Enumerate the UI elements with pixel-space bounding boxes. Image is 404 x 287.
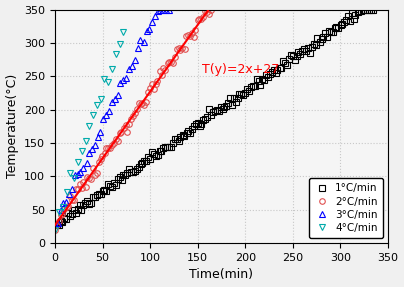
4°C/min bbox=[117, 42, 122, 45]
4°C/min bbox=[94, 104, 99, 107]
3°C/min bbox=[72, 174, 77, 177]
4°C/min bbox=[64, 190, 69, 193]
3°C/min bbox=[153, 14, 158, 18]
1°C/min bbox=[145, 155, 150, 159]
3°C/min bbox=[92, 144, 97, 147]
3°C/min bbox=[112, 98, 117, 101]
1°C/min bbox=[112, 181, 116, 184]
1°C/min bbox=[241, 94, 246, 97]
3°C/min bbox=[81, 166, 86, 170]
4°C/min bbox=[75, 160, 80, 164]
4°C/min bbox=[121, 30, 126, 34]
1°C/min bbox=[163, 145, 168, 149]
1°C/min bbox=[57, 224, 61, 227]
3°C/min bbox=[147, 28, 152, 31]
3°C/min bbox=[95, 135, 100, 139]
Line: 4°C/min: 4°C/min bbox=[51, 28, 127, 233]
3°C/min bbox=[61, 201, 66, 205]
3°C/min bbox=[64, 201, 69, 204]
4°C/min bbox=[53, 228, 57, 232]
1°C/min bbox=[53, 223, 57, 227]
3°C/min bbox=[167, 8, 172, 11]
3°C/min bbox=[124, 76, 129, 79]
3°C/min bbox=[138, 39, 143, 42]
4°C/min bbox=[68, 171, 73, 174]
3°C/min bbox=[161, 8, 166, 11]
4°C/min bbox=[87, 125, 92, 128]
3°C/min bbox=[129, 64, 134, 67]
2°C/min bbox=[62, 207, 67, 210]
4°C/min bbox=[102, 77, 107, 80]
4°C/min bbox=[83, 139, 88, 143]
2°C/min bbox=[165, 62, 170, 65]
4°C/min bbox=[98, 97, 103, 101]
3°C/min bbox=[76, 172, 80, 176]
3°C/min bbox=[141, 40, 146, 44]
Y-axis label: Temperature(°C): Temperature(°C) bbox=[6, 74, 19, 179]
3°C/min bbox=[90, 147, 95, 151]
4°C/min bbox=[72, 176, 76, 179]
3°C/min bbox=[109, 100, 114, 103]
3°C/min bbox=[101, 117, 106, 121]
Line: 3°C/min: 3°C/min bbox=[51, 6, 173, 228]
3°C/min bbox=[156, 9, 160, 13]
Line: 2°C/min: 2°C/min bbox=[52, 7, 214, 232]
3°C/min bbox=[149, 21, 154, 24]
3°C/min bbox=[121, 78, 126, 82]
4°C/min bbox=[56, 210, 61, 214]
X-axis label: Time(min): Time(min) bbox=[189, 268, 253, 282]
1°C/min bbox=[370, 8, 375, 11]
3°C/min bbox=[87, 151, 92, 154]
3°C/min bbox=[104, 113, 109, 117]
Legend: 1°C/min, 2°C/min, 3°C/min, 4°C/min: 1°C/min, 2°C/min, 3°C/min, 4°C/min bbox=[309, 178, 383, 238]
4°C/min bbox=[114, 52, 118, 55]
3°C/min bbox=[164, 8, 168, 11]
3°C/min bbox=[55, 221, 60, 225]
4°C/min bbox=[79, 150, 84, 153]
2°C/min bbox=[75, 187, 80, 191]
3°C/min bbox=[53, 222, 57, 226]
2°C/min bbox=[209, 8, 214, 11]
3°C/min bbox=[107, 110, 112, 113]
4°C/min bbox=[61, 205, 65, 209]
2°C/min bbox=[85, 175, 90, 179]
3°C/min bbox=[127, 67, 132, 71]
1°C/min bbox=[308, 51, 313, 54]
3°C/min bbox=[58, 208, 63, 212]
Text: T(y)=2x+27: T(y)=2x+27 bbox=[202, 63, 280, 76]
Line: 1°C/min: 1°C/min bbox=[52, 7, 375, 228]
1°C/min bbox=[235, 96, 240, 100]
3°C/min bbox=[69, 187, 74, 190]
2°C/min bbox=[146, 91, 151, 94]
3°C/min bbox=[158, 8, 163, 11]
3°C/min bbox=[133, 59, 137, 62]
3°C/min bbox=[115, 94, 120, 97]
3°C/min bbox=[118, 82, 123, 85]
3°C/min bbox=[98, 131, 103, 134]
3°C/min bbox=[135, 46, 140, 50]
4°C/min bbox=[109, 67, 114, 70]
4°C/min bbox=[106, 80, 111, 84]
1°C/min bbox=[361, 8, 366, 11]
4°C/min bbox=[90, 113, 95, 116]
3°C/min bbox=[67, 192, 72, 196]
2°C/min bbox=[175, 47, 179, 51]
3°C/min bbox=[84, 161, 89, 165]
3°C/min bbox=[144, 29, 149, 33]
3°C/min bbox=[78, 170, 83, 174]
2°C/min bbox=[53, 228, 57, 232]
